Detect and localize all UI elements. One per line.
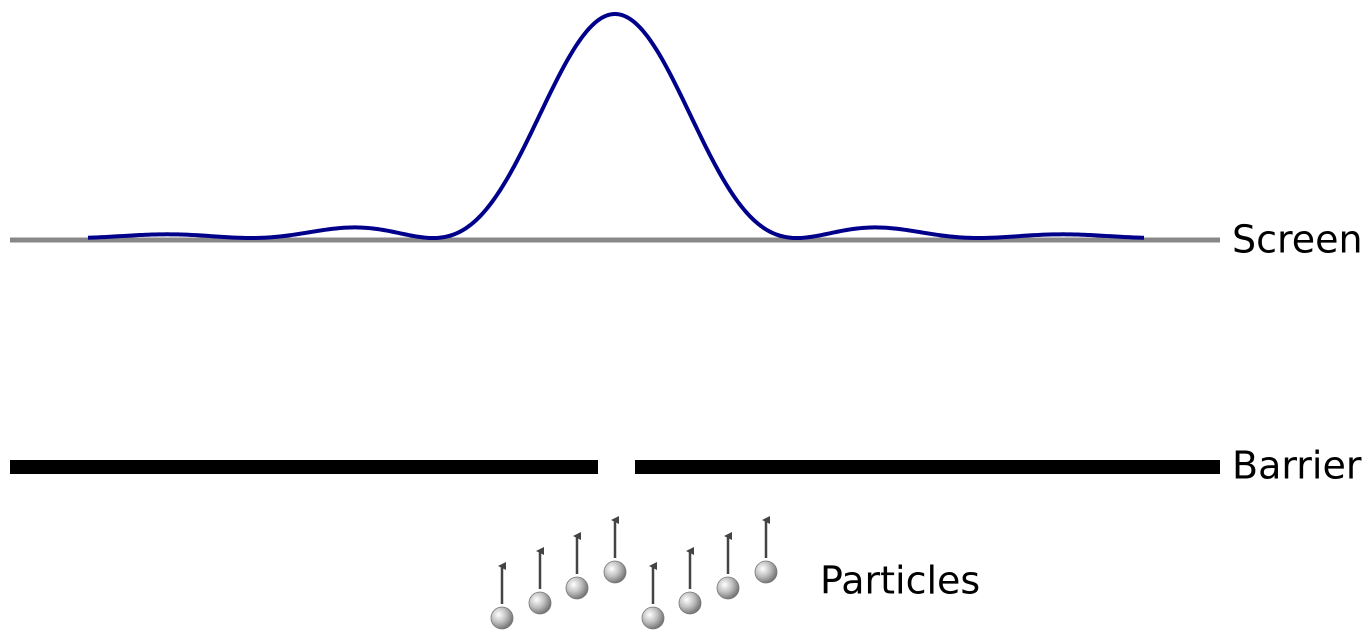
particle <box>603 560 627 584</box>
screen-label: Screen <box>1232 218 1363 262</box>
particles-label: Particles <box>820 559 980 603</box>
particle <box>490 606 514 630</box>
particle <box>754 560 778 584</box>
particles <box>490 516 778 630</box>
particle <box>716 576 740 600</box>
intensity-curve <box>87 12 1145 240</box>
barrier-right <box>635 460 1220 474</box>
particle <box>565 576 589 600</box>
particle <box>678 591 702 615</box>
particle <box>528 591 552 615</box>
barrier-left <box>10 460 598 474</box>
particle <box>641 606 665 630</box>
barrier-label: Barrier <box>1232 444 1362 488</box>
